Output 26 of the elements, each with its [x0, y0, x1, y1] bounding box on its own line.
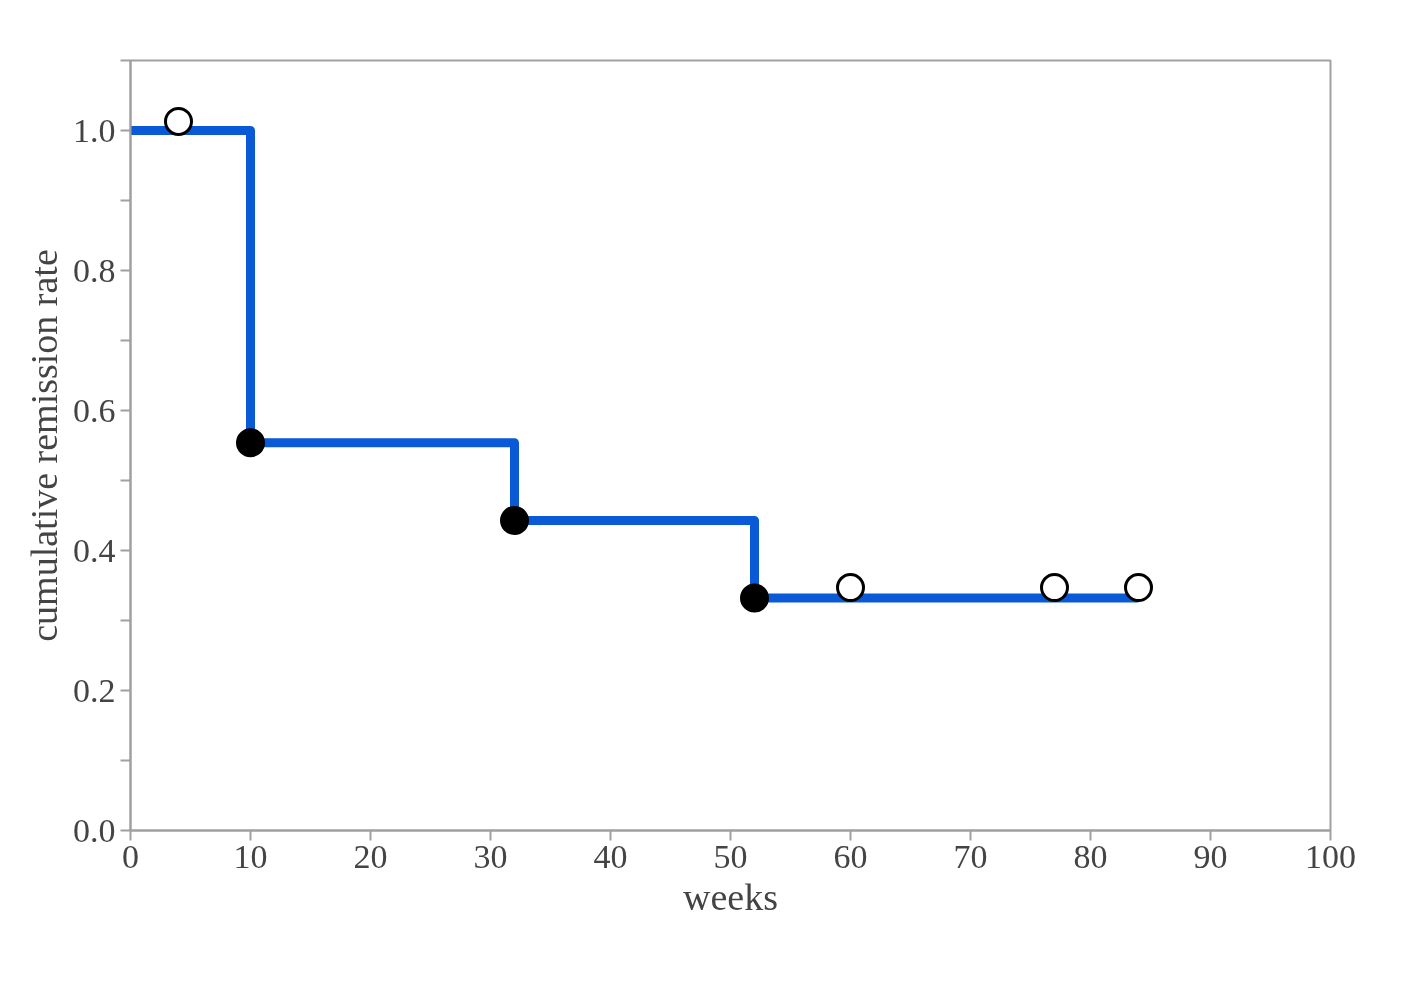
- y-tick-label: 1.0: [73, 111, 116, 149]
- x-tick-label: 50: [713, 837, 748, 875]
- x-tick-label: 60: [833, 837, 868, 875]
- y-axis-title: cumulative remission rate: [23, 249, 65, 642]
- y-tick-label: 0.2: [73, 671, 116, 709]
- point: [500, 505, 529, 535]
- y-tick-label: 0.6: [73, 391, 116, 429]
- point: [1040, 573, 1069, 603]
- x-axis-title: weeks: [683, 875, 778, 918]
- x-tick-label: 0: [122, 837, 139, 875]
- y-tick-label: 0.0: [73, 811, 116, 849]
- y-tick-label: 0.4: [73, 531, 116, 569]
- x-tick-label: 70: [953, 837, 988, 875]
- point: [1124, 573, 1153, 603]
- point: [236, 428, 265, 458]
- x-tick-label: 100: [1305, 837, 1356, 875]
- point: [164, 106, 193, 136]
- y-tick-label: 0.8: [73, 251, 116, 289]
- x-tick-label: 90: [1193, 837, 1228, 875]
- point: [740, 583, 769, 613]
- x-tick-label: 80: [1073, 837, 1108, 875]
- x-tick-label: 10: [233, 837, 268, 875]
- x-tick-label: 40: [593, 837, 628, 875]
- x-tick-label: 20: [353, 837, 388, 875]
- x-tick-label: 30: [473, 837, 508, 875]
- point: [836, 573, 865, 603]
